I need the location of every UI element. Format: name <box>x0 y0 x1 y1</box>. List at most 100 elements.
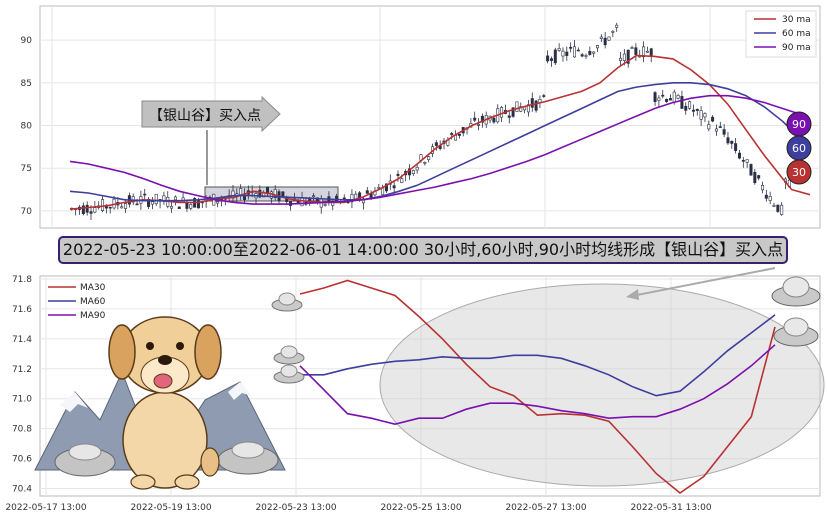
bottom-y-tick-label: 71.0 <box>12 395 32 405</box>
candle-body <box>312 195 316 197</box>
candle-body <box>89 211 93 214</box>
bottom-y-tick-label: 71.8 <box>12 275 32 285</box>
candle-body <box>434 142 438 146</box>
candle-body <box>281 191 285 197</box>
candle-body <box>154 193 158 204</box>
bottom-y-tick-label: 70.8 <box>12 425 32 435</box>
silver-ingot-top-icon <box>68 443 102 461</box>
candle-body <box>603 37 607 46</box>
top-y-tick-label: 70 <box>21 207 33 217</box>
candle-body <box>511 107 515 117</box>
candle-body <box>734 143 738 151</box>
candle-body <box>695 108 699 111</box>
bottom-x-tick-label: 2022-05-17 13:00 <box>5 503 86 513</box>
annotation-label: 【银山谷】买入点 <box>149 108 261 124</box>
candle-body <box>684 105 688 111</box>
candle-body <box>526 104 530 113</box>
candle-body <box>150 201 154 205</box>
candle-body <box>642 46 646 58</box>
candle-body <box>745 159 749 163</box>
candle-body <box>411 170 415 174</box>
candle-body <box>361 198 365 204</box>
pointer-arrow-head <box>626 289 639 300</box>
silver-ingot-icon <box>273 364 305 384</box>
candle-body <box>216 201 220 204</box>
bottom-x-tick-label: 2022-05-31 13:00 <box>630 503 711 513</box>
candle-body <box>703 113 707 118</box>
candle-body <box>473 117 477 121</box>
silver-ingot-top-icon <box>231 441 265 459</box>
candle-body <box>553 49 557 64</box>
bottom-x-tick-label: 2022-05-19 13:00 <box>130 503 211 513</box>
candle-body <box>569 46 573 49</box>
bottom-y-axis: 70.4 70.6 70.8 71.0 71.2 71.4 71.6 71.8 <box>12 275 32 495</box>
candle-body <box>737 152 741 159</box>
top-y-tick-label: 90 <box>21 36 33 46</box>
bottom-y-tick-label: 70.4 <box>12 485 32 495</box>
candle-body <box>384 183 388 192</box>
silver-ingot-icon <box>271 292 303 312</box>
candle-body <box>365 190 369 194</box>
candle-body <box>726 137 730 144</box>
candle-body <box>676 95 680 99</box>
candle-body <box>331 200 335 206</box>
legend-label-ma60-bottom: MA60 <box>80 297 106 307</box>
candle-body <box>753 171 757 184</box>
candle-body <box>427 156 431 160</box>
candle-body <box>657 97 661 101</box>
candle-body <box>173 196 177 201</box>
candle-body <box>760 185 764 191</box>
candle-body <box>457 133 461 136</box>
legend-label-ma60: 60 ma <box>782 29 811 39</box>
candle-body <box>668 98 672 101</box>
series-line-60-ma <box>69 82 802 202</box>
bottom-x-tick-label: 2022-05-25 13:00 <box>380 503 461 513</box>
candle-body <box>599 36 603 39</box>
top-y-axis: 70 75 80 85 90 <box>21 36 33 217</box>
candle-body <box>707 124 711 130</box>
candle-body <box>530 98 534 108</box>
candle-body <box>131 196 135 203</box>
candle-body <box>534 100 538 111</box>
series-line-MA60 <box>300 314 776 397</box>
candle-body <box>135 203 139 206</box>
silver-ingot-icon <box>771 276 821 307</box>
candle-body <box>576 49 580 52</box>
bottom-x-tick-label: 2022-05-27 13:00 <box>505 503 586 513</box>
buy-point-annotation: 【银山谷】买入点 <box>141 95 281 133</box>
candle-body <box>607 36 611 41</box>
silver-ingot-icon <box>773 317 819 347</box>
candle-body <box>170 206 174 209</box>
candle-body <box>699 110 703 120</box>
bottom-x-axis: 2022-05-17 13:00 2022-05-19 13:00 2022-05-… <box>5 503 711 513</box>
top-y-tick-label: 85 <box>21 79 32 89</box>
candle-body <box>580 54 584 57</box>
bottom-y-tick-label: 71.6 <box>12 305 32 315</box>
bottom-x-tick-label: 2022-05-23 13:00 <box>255 503 336 513</box>
candle-body <box>645 50 649 53</box>
candle-body <box>93 207 97 213</box>
candle-body <box>335 195 339 202</box>
candle-body <box>596 45 600 49</box>
bottom-chart-panel: 70.4 70.6 70.8 71.0 71.2 71.4 71.6 71.8 2022-05… <box>5 267 825 513</box>
series-line-30-ma <box>69 54 811 210</box>
candle-body <box>342 197 346 200</box>
pattern-signal-banner: 2022-05-23 10:00:00至2022-06-01 14:00:00 … <box>58 236 788 264</box>
candle-body <box>722 129 726 135</box>
candle-body <box>592 51 596 54</box>
snow-cap-icon <box>228 382 252 400</box>
bottom-y-tick-label: 70.6 <box>12 455 32 465</box>
legend-label-ma30: 30 ma <box>782 15 811 25</box>
candle-body <box>561 50 565 57</box>
pointer-arrow <box>631 267 776 297</box>
candle-body <box>619 57 623 61</box>
candle-body <box>450 133 454 135</box>
candle-body <box>776 204 780 212</box>
candle-body <box>480 115 484 123</box>
candle-body <box>85 204 89 213</box>
candle-body <box>507 115 511 118</box>
candle-body <box>266 186 270 194</box>
candle-body <box>396 173 400 176</box>
candle-body <box>611 31 615 33</box>
